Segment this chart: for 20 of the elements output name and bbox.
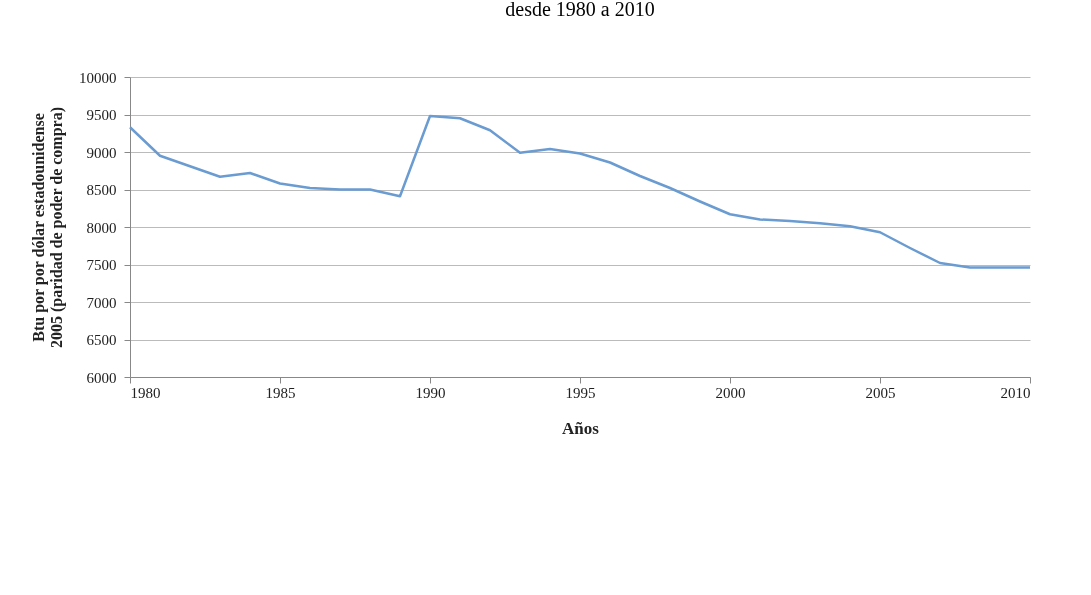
x-tick-label: 1995 bbox=[565, 384, 596, 401]
x-tick-label: 1985 bbox=[265, 384, 296, 401]
x-tick-label: 2010 bbox=[1000, 384, 1031, 401]
y-tick-label: 8000 bbox=[86, 219, 117, 236]
y-tick-label: 8500 bbox=[86, 182, 117, 198]
y-tick-label: 10000 bbox=[79, 69, 117, 86]
x-tick-label: 2000 bbox=[715, 384, 746, 401]
y-tick-label: 7500 bbox=[86, 257, 117, 273]
y-axis-title: Btu por por dólar estadounidense 2005 (paridad de poder de compra) bbox=[30, 106, 66, 349]
y-tick-label: 7000 bbox=[86, 294, 117, 311]
x-tick-label: 2005 bbox=[865, 384, 896, 401]
y-tick-label: 6500 bbox=[86, 332, 117, 348]
y-tick-label: 9000 bbox=[86, 144, 117, 161]
y-tick-label: 9500 bbox=[86, 107, 117, 123]
x-axis-title: Años bbox=[562, 418, 600, 438]
x-tick-label: 1990 bbox=[415, 384, 446, 401]
y-tick-label: 6000 bbox=[86, 369, 117, 386]
x-tick-label: 1980 bbox=[130, 384, 161, 401]
line-series bbox=[128, 114, 1032, 269]
chart-title: desde 1980 a 2010 bbox=[505, 0, 655, 20]
